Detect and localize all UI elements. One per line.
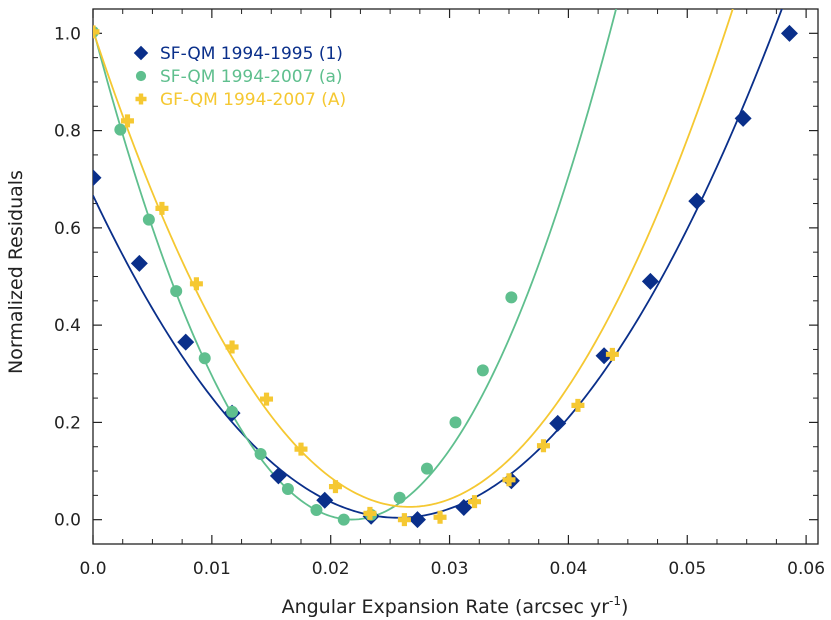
series-3-point [155,201,169,215]
legend-label-3: GF-QM 1994-2007 (A) [160,90,346,110]
x-tick-label: 0.03 [431,559,469,579]
series-2-point [393,491,406,504]
legend: SF-QM 1994-1995 (1) SF-QM 1994-2007 (a) GF… [133,44,346,110]
series-3-point [571,398,585,412]
x-tick-label: 0.01 [193,559,231,579]
x-tick-label: 0.04 [549,559,587,579]
series-3-point [397,513,411,527]
y-tick-label: 0.0 [54,511,81,531]
x-axis-title: Angular Expansion Rate (arcsec yr-1) [282,594,629,618]
x-tick-label: 0.0 [79,559,106,579]
series-3-point [260,392,274,406]
series-2-point [420,462,433,475]
data-markers [93,24,798,529]
series-1-point [93,169,102,187]
series-1-point [688,192,706,210]
series-2-point [142,213,155,226]
y-tick-label: 1.0 [54,24,81,44]
series-1-point [641,272,659,290]
x-tick-label: 0.06 [787,559,825,579]
legend-marker-1 [133,45,149,61]
series-3-point [328,480,342,494]
series-2-point [337,513,350,526]
series-3-point [468,495,482,509]
series-1-point [595,347,613,365]
series-3-point [93,25,100,39]
y-tick-label: 0.8 [54,122,81,142]
series-1-point [734,109,752,127]
y-tick-label: 0.6 [54,219,81,239]
y-tick-label: 0.2 [54,413,81,433]
series-3-point [605,347,619,361]
y-axis-tick-labels: 0.0 0.2 0.4 0.6 0.8 1.0 [54,24,81,530]
series-1-point [316,491,334,509]
series-3-point [120,114,134,128]
legend-label-1: SF-QM 1994-1995 (1) [160,44,343,64]
series-2-point [170,285,183,298]
series-2-point [505,291,518,304]
series-3-point [502,473,516,487]
y-axis-title: Normalized Residuals [5,170,27,374]
x-tick-label: 0.02 [312,559,350,579]
legend-label-2: SF-QM 1994-2007 (a) [160,67,343,87]
series-2-point [254,448,267,461]
series-3-point [189,277,203,291]
legend-marker-3 [135,93,147,105]
series-2-point [198,352,211,365]
fit-curve-2 [93,9,617,521]
series-3-point [363,506,377,520]
series-2-point [310,503,323,516]
series-3-point [433,510,447,524]
series-2-point [476,364,489,377]
x-axis-tick-labels: 0.0 0.01 0.02 0.03 0.04 0.05 0.06 [79,559,825,579]
x-tick-label: 0.05 [668,559,706,579]
y-tick-label: 0.4 [54,316,81,336]
fit-curve-3 [93,9,734,508]
series-2-point [281,483,294,496]
series-1-point [130,254,148,272]
series-2-point [114,123,127,136]
series-3-point [225,340,239,354]
series-1-point [408,511,426,529]
series-1-point [780,24,798,42]
series-1-point [177,333,195,351]
series-3-point [294,442,308,456]
series-2-point [449,416,462,429]
series-2-point [226,405,239,418]
series-3-point [536,439,550,453]
legend-marker-2 [135,70,147,82]
series-1-point [269,467,287,485]
series-1-point [549,414,567,432]
